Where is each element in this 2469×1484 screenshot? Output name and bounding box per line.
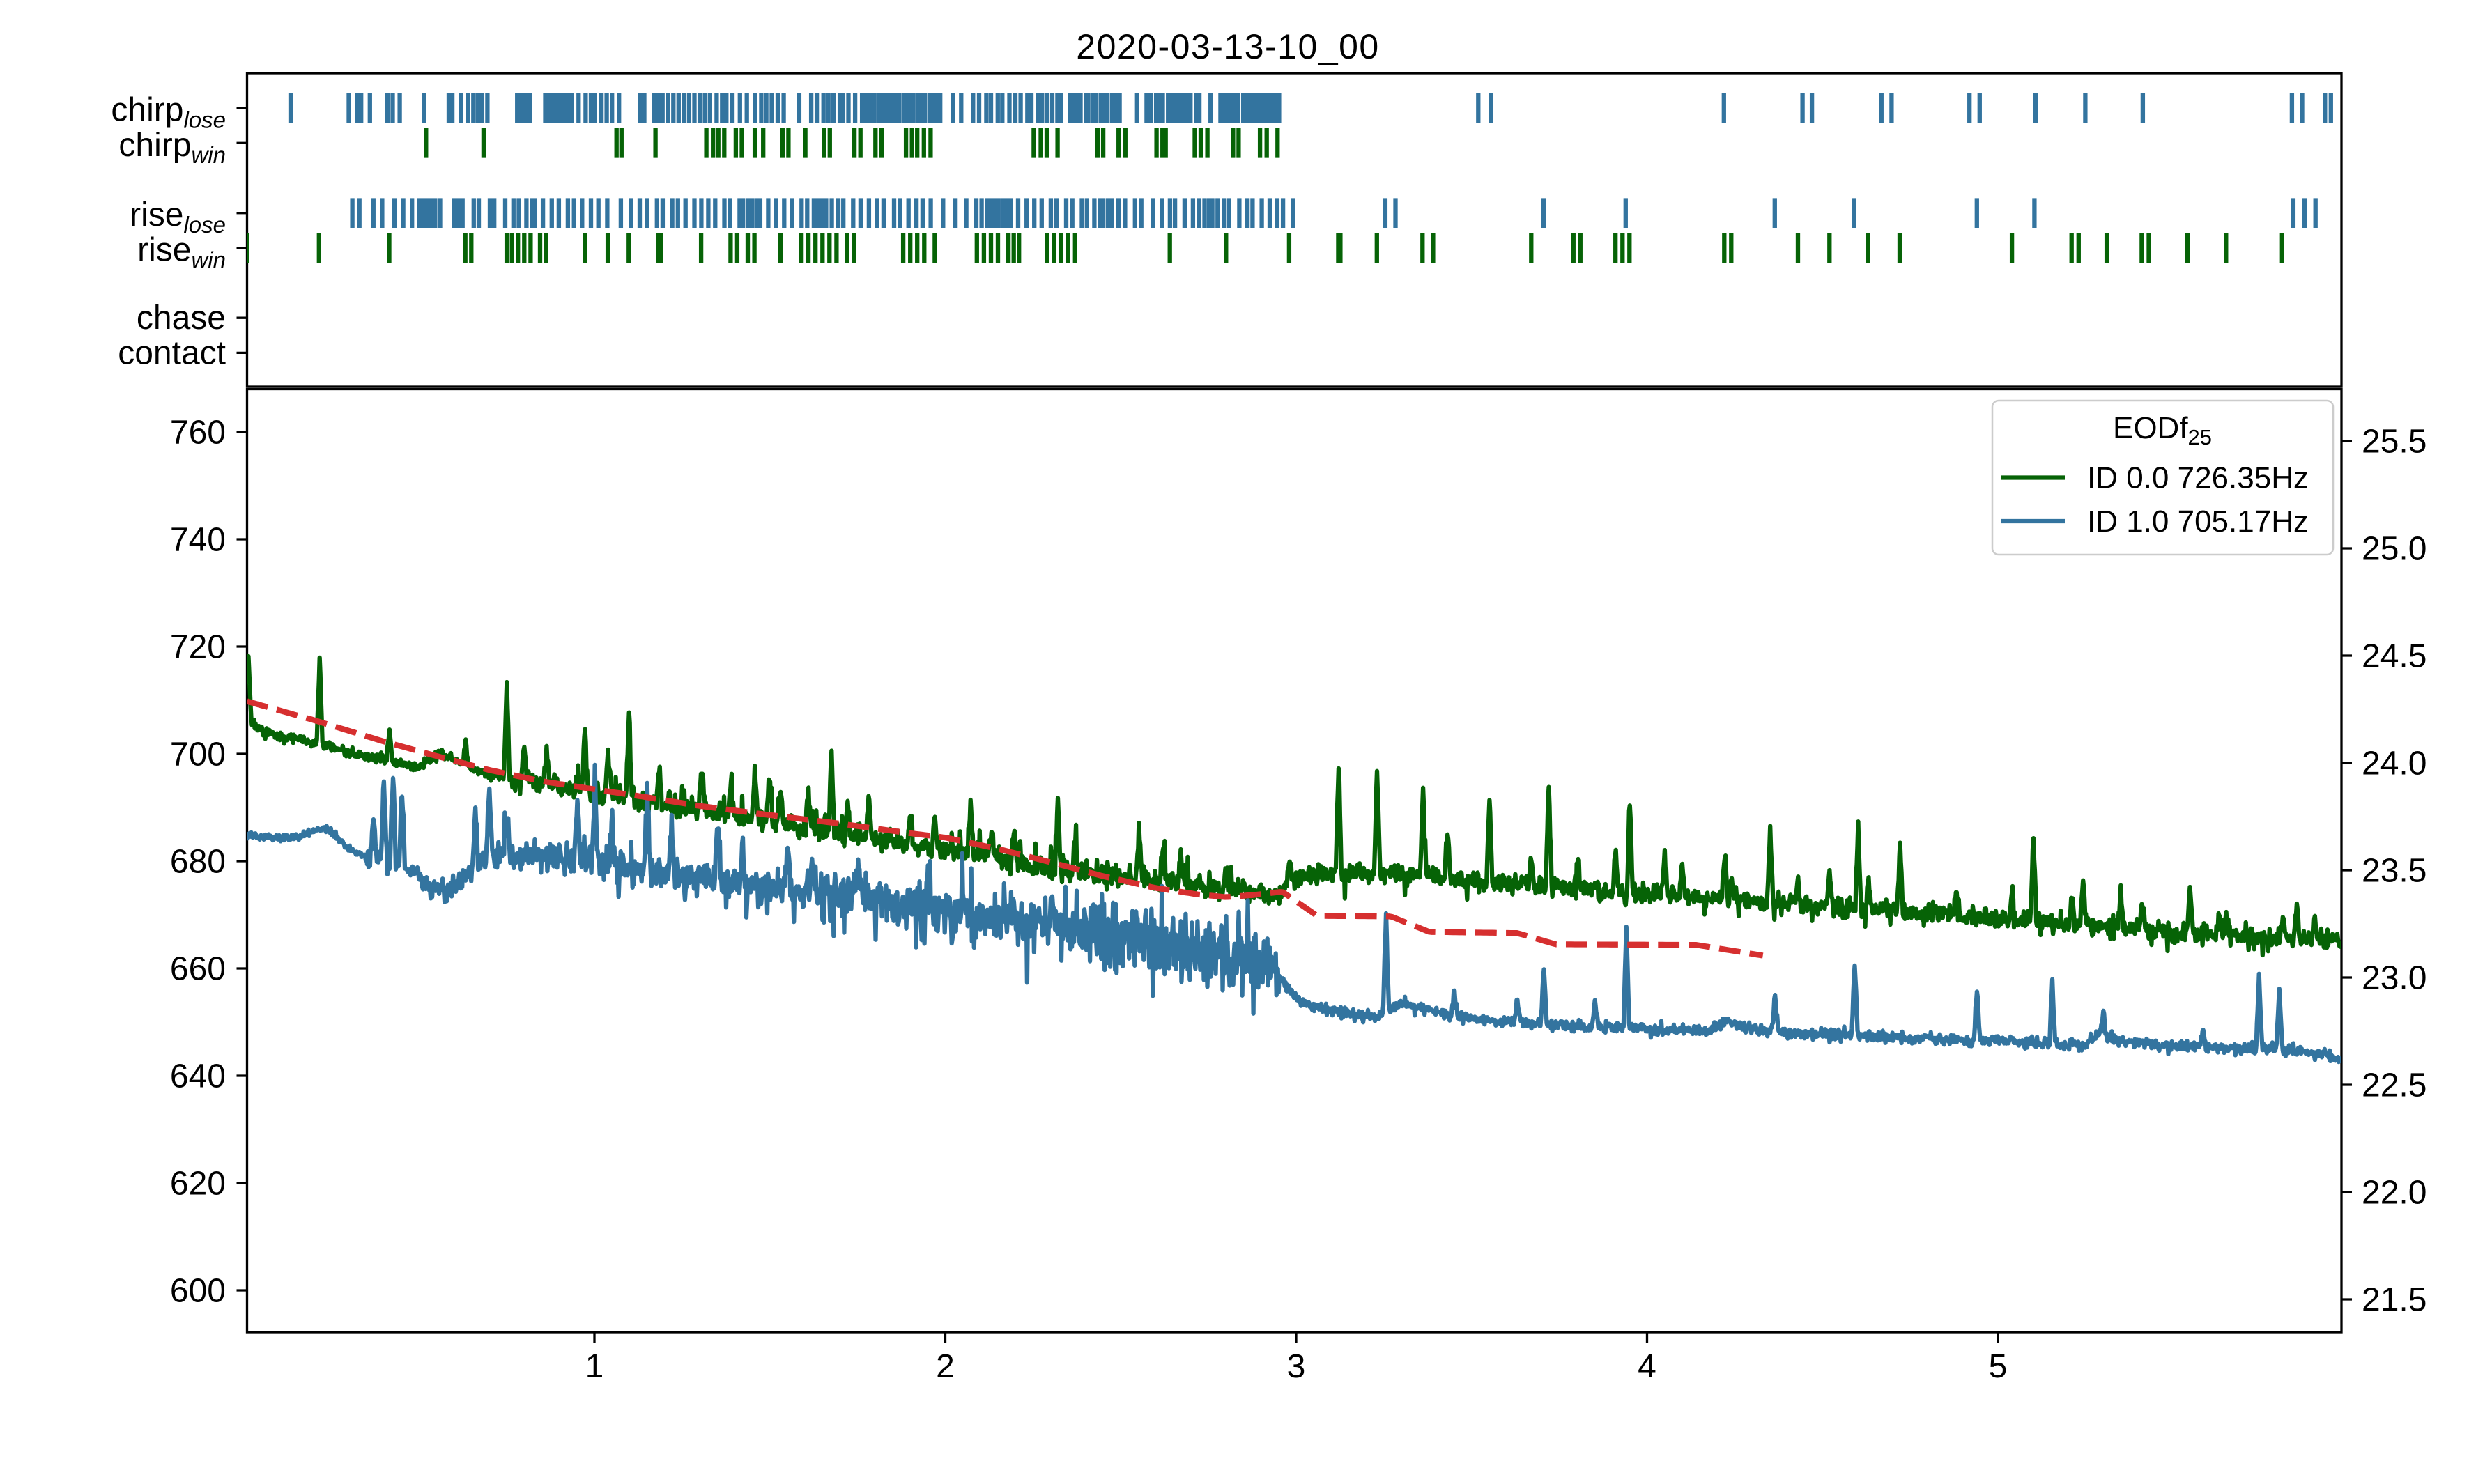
svg-text:4: 4 <box>1638 1348 1656 1385</box>
svg-text:21.5: 21.5 <box>2362 1282 2426 1319</box>
svg-text:23.0: 23.0 <box>2362 960 2426 997</box>
svg-text:740: 740 <box>170 522 226 559</box>
svg-text:ID 1.0 705.17Hz: ID 1.0 705.17Hz <box>2087 504 2309 539</box>
svg-text:24.0: 24.0 <box>2362 745 2426 782</box>
svg-text:25.0: 25.0 <box>2362 531 2426 568</box>
svg-text:1: 1 <box>585 1348 604 1385</box>
svg-text:23.5: 23.5 <box>2362 853 2426 890</box>
svg-text:22.5: 22.5 <box>2362 1067 2426 1104</box>
svg-text:660: 660 <box>170 951 226 988</box>
svg-text:risewin: risewin <box>137 231 226 272</box>
svg-text:22.0: 22.0 <box>2362 1175 2426 1212</box>
svg-text:5: 5 <box>1989 1348 2008 1385</box>
svg-text:680: 680 <box>170 844 226 881</box>
svg-text:700: 700 <box>170 736 226 773</box>
svg-text:contact: contact <box>118 334 226 371</box>
svg-text:ID 0.0 726.35Hz: ID 0.0 726.35Hz <box>2087 461 2309 495</box>
svg-text:2020-03-13-10_00: 2020-03-13-10_00 <box>1076 27 1379 66</box>
svg-text:600: 600 <box>170 1273 226 1310</box>
svg-text:24.5: 24.5 <box>2362 638 2426 675</box>
svg-text:620: 620 <box>170 1166 226 1203</box>
svg-text:720: 720 <box>170 629 226 666</box>
svg-text:640: 640 <box>170 1058 226 1095</box>
svg-text:chase: chase <box>137 300 226 337</box>
svg-text:riselose: riselose <box>130 196 226 238</box>
svg-text:3: 3 <box>1287 1348 1306 1385</box>
svg-text:760: 760 <box>170 415 226 451</box>
svg-text:2: 2 <box>936 1348 955 1385</box>
svg-text:25.5: 25.5 <box>2362 424 2426 461</box>
